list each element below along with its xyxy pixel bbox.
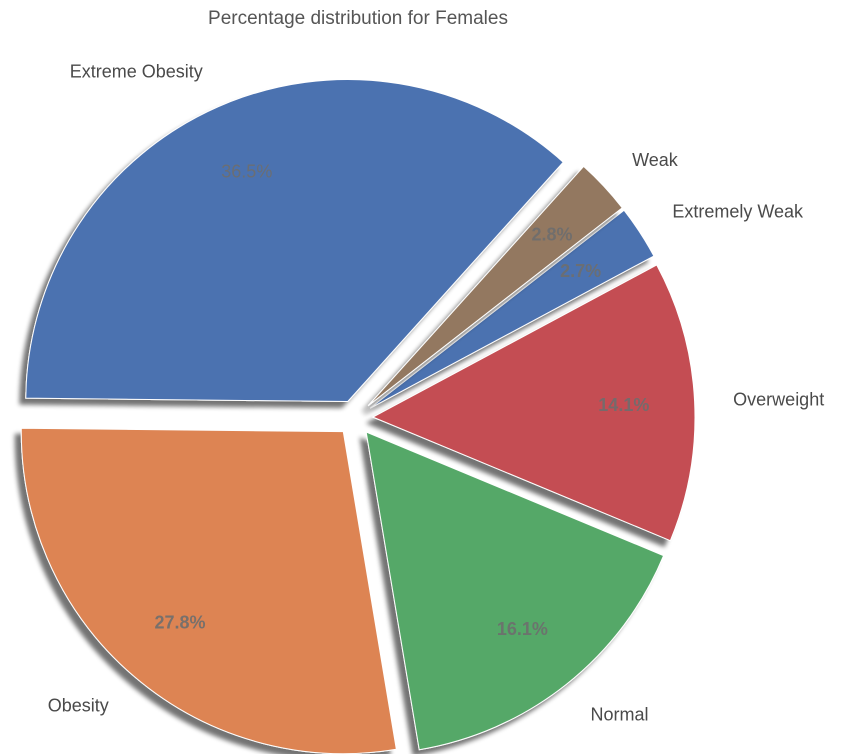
- pie-slice-normal: [365, 431, 665, 751]
- pie-slice-extreme-obesity: [25, 79, 564, 403]
- slice-label-extreme-obesity: Extreme Obesity: [70, 61, 203, 81]
- pie-slice-extremely-weak: [369, 209, 655, 409]
- slice-label-weak: Weak: [632, 150, 679, 170]
- pct-label-extremely-weak: 2.7%: [560, 261, 601, 281]
- slice-label-extremely-weak: Extremely Weak: [672, 201, 804, 221]
- pie-labels: Extreme Obesity 36.5% Obesity 27.8% Normal 16…: [48, 61, 824, 724]
- pie-slice-overweight: [371, 264, 696, 542]
- pct-label-normal: 16.1%: [497, 619, 548, 639]
- slice-label-normal: Normal: [591, 704, 649, 724]
- pct-label-weak: 2.8%: [531, 225, 572, 245]
- chart-title: Percentage distribution for Females: [208, 8, 508, 29]
- slice-label-overweight: Overweight: [733, 389, 824, 409]
- pct-label-obesity: 27.8%: [154, 612, 205, 632]
- pct-label-extreme-obesity: 36.5%: [221, 162, 272, 182]
- slice-label-obesity: Obesity: [48, 696, 109, 716]
- pie-slice-weak: [367, 165, 623, 407]
- pie-slice-obesity: [20, 427, 397, 754]
- pie-slices: [20, 79, 696, 754]
- pct-label-overweight: 14.1%: [598, 395, 649, 415]
